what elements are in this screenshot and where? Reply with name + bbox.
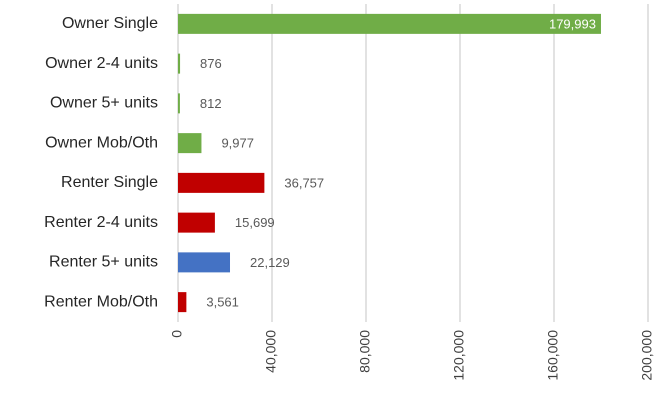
bar (178, 172, 265, 193)
category-label: Renter 5+ units (49, 254, 158, 271)
value-label: 812 (200, 96, 222, 111)
value-label: 9,977 (221, 136, 254, 151)
x-tick-label: 0 (169, 330, 185, 338)
value-label: 876 (200, 56, 222, 71)
x-tick-label: 40,000 (263, 330, 279, 373)
x-tick-label: 80,000 (357, 330, 373, 373)
value-label: 3,561 (206, 295, 239, 310)
bar (178, 53, 181, 74)
x-tick-label: 120,000 (451, 330, 467, 381)
value-label: 179,993 (549, 16, 596, 31)
x-tick-label: 160,000 (545, 330, 561, 381)
category-label: Owner Single (62, 15, 158, 32)
value-label: 15,699 (235, 215, 275, 230)
bar (178, 13, 601, 34)
value-label: 22,129 (250, 255, 290, 270)
bar (178, 252, 231, 273)
x-tick-label: 200,000 (639, 330, 655, 381)
category-label: Renter Mob/Oth (44, 293, 158, 310)
value-label: 36,757 (284, 175, 324, 190)
category-label: Owner 5+ units (50, 95, 158, 112)
bar (178, 212, 215, 233)
bar (178, 292, 187, 313)
bar (178, 133, 202, 154)
category-label: Owner 2-4 units (45, 55, 158, 72)
category-label: Renter Single (61, 174, 158, 191)
bar (178, 93, 180, 114)
category-label: Owner Mob/Oth (45, 134, 158, 151)
category-label: Renter 2-4 units (44, 214, 158, 231)
